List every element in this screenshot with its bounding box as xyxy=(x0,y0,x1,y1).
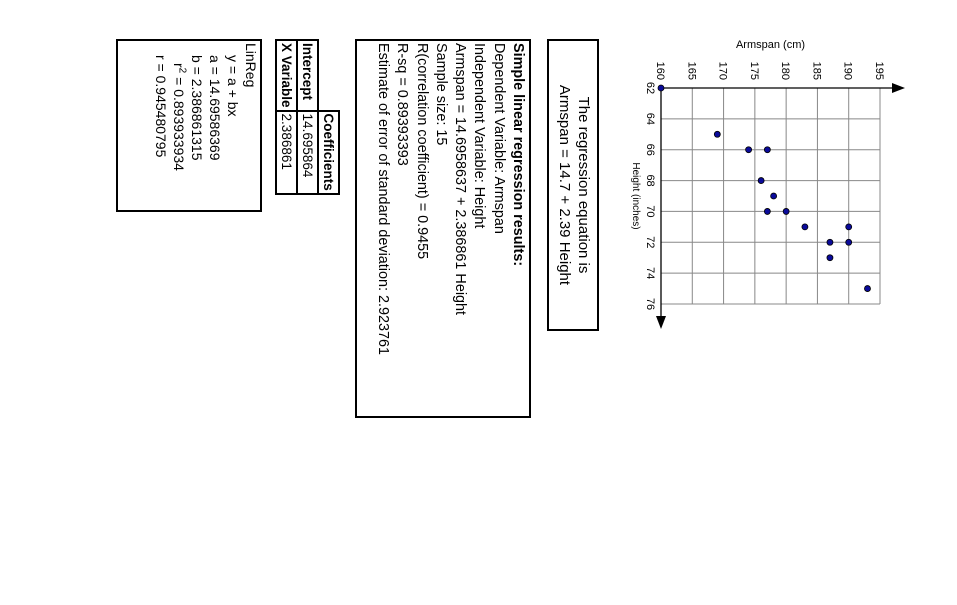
chart-tick-labels: 62 64 66 68 70 72 74 76 160 165 170 175 180 185 190 195 xyxy=(644,62,885,310)
y-tick-label: 195 xyxy=(873,62,885,80)
table-row: Coefficients xyxy=(318,40,339,194)
data-point xyxy=(782,208,790,215)
data-point xyxy=(770,192,778,200)
table-corner xyxy=(318,40,339,111)
data-point xyxy=(845,223,853,231)
independent-variable: Independent Variable: Height xyxy=(471,43,488,229)
data-point xyxy=(826,238,834,246)
chart-axes xyxy=(656,83,905,329)
coefficients-table: Coefficients Intercept 14.695864 X Varia… xyxy=(275,39,340,195)
data-point xyxy=(763,208,771,215)
linreg-b: b = 2.386861315 xyxy=(189,55,205,161)
y-axis-label: Armspan (cm) xyxy=(736,39,805,51)
results-title: Simple linear regression results: xyxy=(510,43,526,267)
y-tick-label: 160 xyxy=(654,62,666,80)
linreg-r: r = 0.945480795 xyxy=(153,55,169,158)
y-tick-label: 175 xyxy=(748,62,760,80)
linreg-a: a = 14.69586369 xyxy=(207,55,223,161)
intercept-label: Intercept xyxy=(297,40,318,111)
regression-equation-box: The regression equation is Armspan = 14.… xyxy=(547,39,599,331)
x-tick-label: 72 xyxy=(644,236,656,248)
y-tick-label: 185 xyxy=(810,62,822,80)
x-tick-label: 76 xyxy=(644,298,656,310)
intercept-value: 14.695864 xyxy=(297,110,318,194)
data-point xyxy=(757,177,765,184)
y-tick-label: 180 xyxy=(779,62,791,80)
x-tick-label: 66 xyxy=(644,144,656,156)
table-row: Intercept 14.695864 xyxy=(297,40,318,194)
x-tick-label: 68 xyxy=(644,174,656,186)
x-variable-label: X Variable xyxy=(276,40,297,111)
data-point xyxy=(864,285,871,292)
data-point xyxy=(745,146,753,154)
standard-error: Estimate of error of standard deviation:… xyxy=(374,43,391,355)
x-variable-value: 2.386861 xyxy=(276,110,297,194)
table-row: X Variable 2.386861 xyxy=(276,40,297,194)
data-point xyxy=(826,254,834,262)
data-point xyxy=(801,223,809,231)
data-point xyxy=(657,84,665,92)
correlation-coefficient: R(correlation coefficient) = 0.9455 xyxy=(413,43,430,260)
y-tick-label: 190 xyxy=(842,62,854,80)
y-tick-label: 170 xyxy=(717,62,729,80)
chart-points xyxy=(657,84,871,292)
equation-text: Armspan = 14.7 + 2.39 Height xyxy=(556,84,573,286)
x-tick-label: 64 xyxy=(644,113,656,125)
x-axis-arrow xyxy=(656,316,666,329)
data-point xyxy=(713,130,721,138)
dependent-variable: Dependent Variable: Armspan xyxy=(490,43,507,234)
x-tick-label: 70 xyxy=(644,205,656,217)
r-squared: R-sq = 0.89393393 xyxy=(394,43,411,166)
data-point xyxy=(845,238,853,246)
scatter-chart: 62 64 66 68 70 72 74 76 160 165 170 175 180 185 190 195… xyxy=(630,39,905,329)
linreg-form: y = a + bx xyxy=(225,55,241,117)
x-axis-label: Height (inches) xyxy=(630,162,641,229)
x-tick-label: 62 xyxy=(644,82,656,94)
regression-results-box: Simple linear regression results: Depend… xyxy=(355,39,531,418)
linreg-title: LinReg xyxy=(243,43,259,88)
sample-size: Sample size: 15 xyxy=(432,43,449,146)
r2-value: = 0.893933934 xyxy=(171,73,187,171)
data-point xyxy=(763,146,771,154)
equation-intro: The regression equation is xyxy=(575,96,592,274)
y-tick-label: 165 xyxy=(685,62,697,80)
linreg-output-box: LinReg y = a + bx a = 14.69586369 b = 2.… xyxy=(116,39,262,212)
y-axis-arrow xyxy=(892,83,905,93)
coefficients-header: Coefficients xyxy=(318,110,339,194)
x-tick-label: 74 xyxy=(644,267,656,279)
linreg-r-squared: r2 = 0.893933934 xyxy=(170,43,188,210)
model-equation: Armspan = 14.6958637 + 2.386861 Height xyxy=(452,43,469,316)
